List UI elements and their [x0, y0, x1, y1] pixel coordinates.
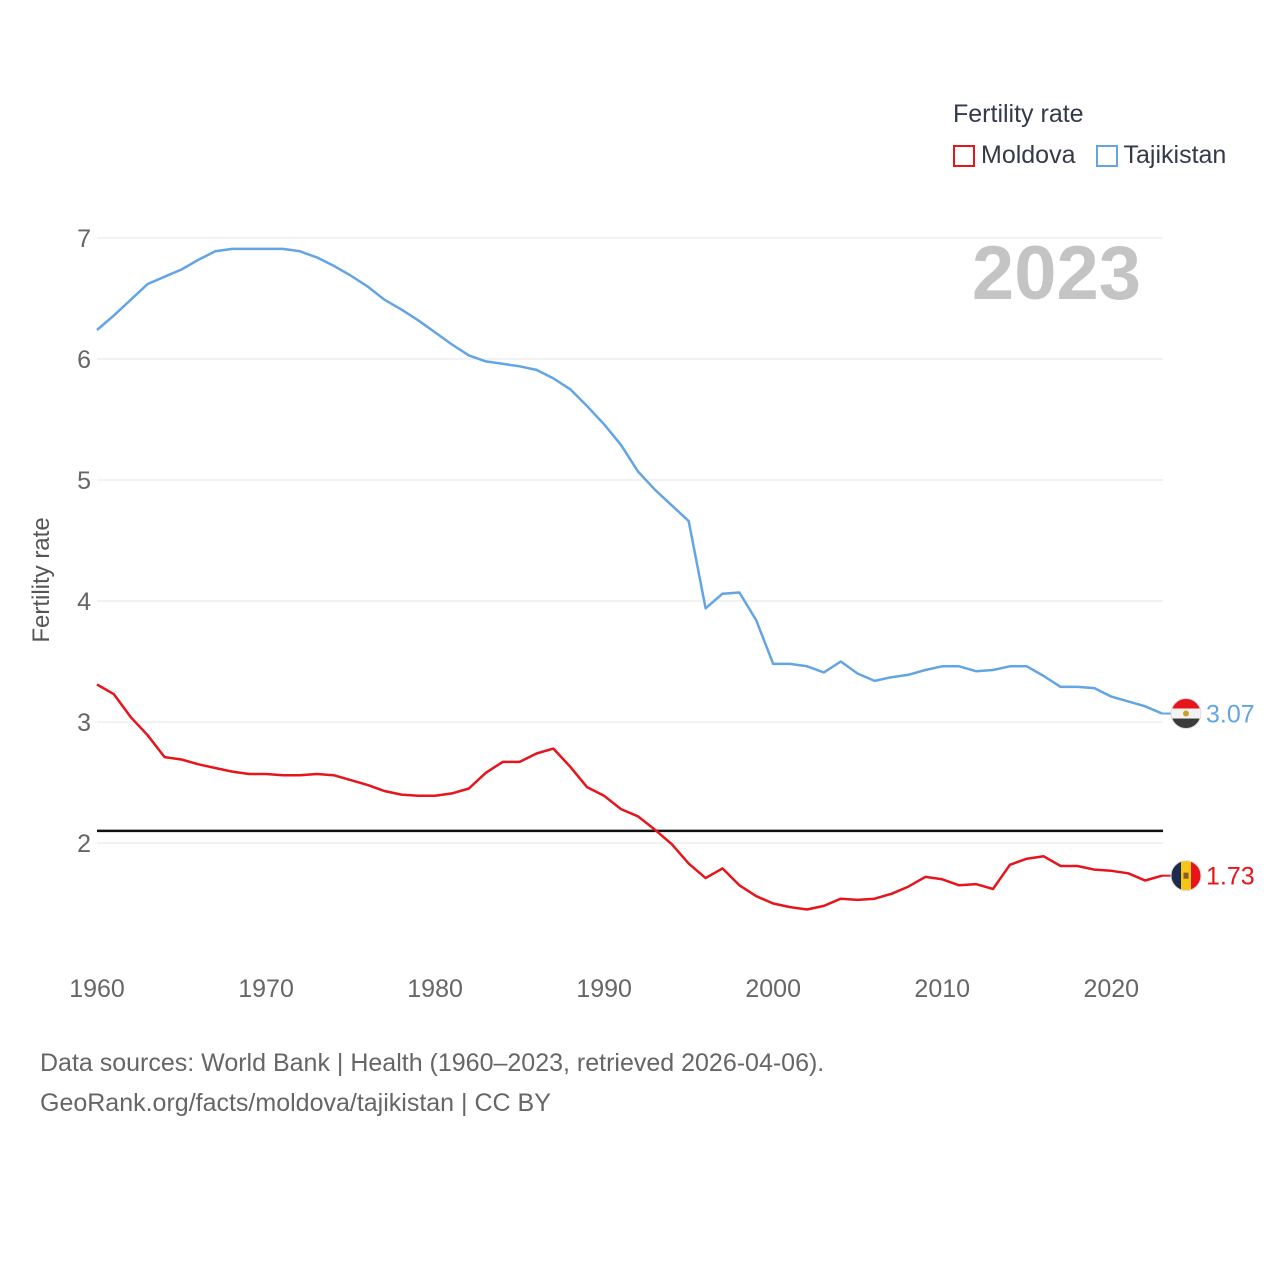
y-tick-label-2: 2	[77, 830, 91, 858]
y-axis-label: Fertility rate	[28, 517, 55, 643]
moldova-flag-icon	[1170, 860, 1202, 892]
source-line-1: Data sources: World Bank | Health (1960–…	[40, 1049, 825, 1077]
y-tick-label-3: 3	[77, 709, 91, 737]
x-tick-label-1960: 1960	[69, 975, 125, 1003]
x-tick-label-1990: 1990	[576, 975, 632, 1003]
x-tick-label-1970: 1970	[238, 975, 294, 1003]
y-axis-ticks: 2 3 4 5 6 7	[77, 225, 91, 858]
legend-title: Fertility rate	[953, 100, 1084, 128]
source-line-2[interactable]: GeoRank.org/facts/moldova/tajikistan | C…	[40, 1089, 551, 1117]
series-end-markers: 1.73 3.07	[1162, 698, 1255, 892]
x-tick-label-2010: 2010	[914, 975, 970, 1003]
x-axis-ticks: 1960 1970 1980 1990 2000 2010 2020	[69, 975, 1139, 1003]
y-tick-label-4: 4	[77, 588, 91, 616]
end-label-tajikistan: 3.07	[1206, 701, 1255, 729]
legend-item-tajikistan[interactable]: Tajikistan	[1095, 141, 1227, 170]
x-tick-label-1980: 1980	[407, 975, 463, 1003]
source-note: Data sources: World Bank | Health (1960–…	[40, 1043, 824, 1123]
legend-swatch-moldova	[953, 144, 975, 167]
series-lines	[96, 247, 1163, 911]
gridlines	[97, 237, 1163, 844]
y-tick-label-6: 6	[77, 346, 91, 374]
y-tick-label-7: 7	[77, 225, 91, 253]
legend-label-tajikistan: Tajikistan	[1123, 141, 1227, 169]
legend: Moldova Tajikistan	[953, 141, 1246, 170]
x-tick-label-2000: 2000	[745, 975, 801, 1003]
legend-label-moldova: Moldova	[981, 141, 1076, 169]
series-line-moldova	[96, 683, 1163, 911]
x-tick-label-2020: 2020	[1083, 975, 1139, 1003]
legend-item-moldova[interactable]: Moldova	[953, 141, 1076, 170]
end-label-moldova: 1.73	[1206, 863, 1255, 891]
year-watermark: 2023	[971, 231, 1141, 316]
tajikistan-flag-icon	[1170, 698, 1202, 730]
legend-swatch-tajikistan	[1095, 144, 1118, 167]
series-line-tajikistan	[96, 247, 1163, 715]
y-tick-label-5: 5	[77, 467, 91, 495]
